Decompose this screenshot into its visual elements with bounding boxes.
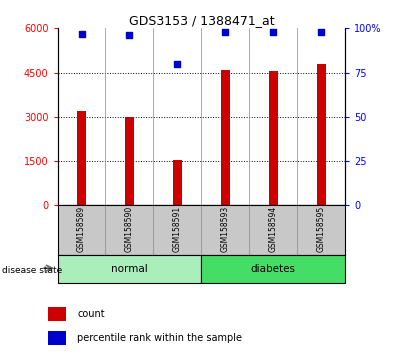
Text: count: count <box>77 309 105 319</box>
Title: GDS3153 / 1388471_at: GDS3153 / 1388471_at <box>129 14 274 27</box>
Bar <box>48 307 67 321</box>
Text: GSM158590: GSM158590 <box>125 206 134 252</box>
Point <box>318 29 325 35</box>
Text: GSM158595: GSM158595 <box>317 206 326 252</box>
Bar <box>77 111 86 205</box>
Text: GSM158589: GSM158589 <box>77 206 86 252</box>
Text: GSM158593: GSM158593 <box>221 206 230 252</box>
Text: disease state: disease state <box>2 266 62 275</box>
Bar <box>221 70 230 205</box>
Point <box>174 61 181 67</box>
Point <box>126 33 133 38</box>
Bar <box>317 64 326 205</box>
Text: GSM158594: GSM158594 <box>269 206 278 252</box>
Text: normal: normal <box>111 264 148 274</box>
Bar <box>269 71 277 205</box>
Text: percentile rank within the sample: percentile rank within the sample <box>77 332 242 343</box>
Text: diabetes: diabetes <box>251 264 296 274</box>
Text: GSM158591: GSM158591 <box>173 206 182 252</box>
Bar <box>58 255 201 283</box>
Point <box>270 29 277 35</box>
Bar <box>125 118 134 205</box>
Bar <box>48 331 67 344</box>
Point <box>78 31 85 36</box>
Bar <box>173 160 182 205</box>
Bar <box>201 255 345 283</box>
Point <box>222 29 229 35</box>
